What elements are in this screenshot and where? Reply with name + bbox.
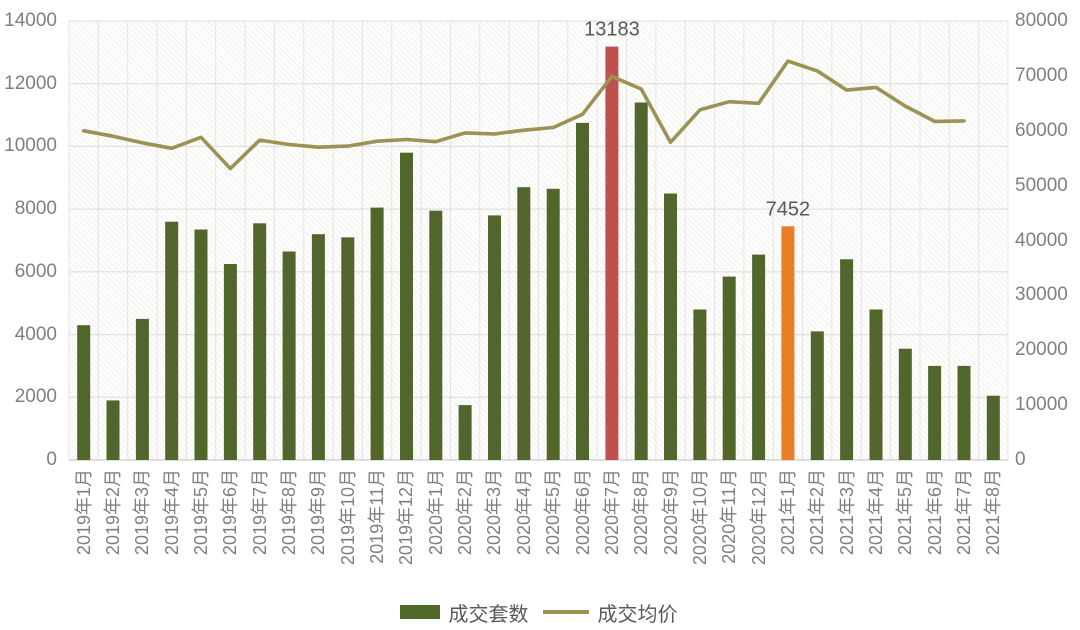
bar-2020年11月	[722, 276, 736, 460]
bar-2021年4月	[869, 309, 883, 460]
bar-2021年7月	[957, 365, 971, 460]
x-tick-2020年3月: 2020年3月	[484, 469, 505, 556]
bar-2020年6月	[576, 122, 589, 461]
legend-label-bars: 成交套数	[448, 603, 529, 626]
y-tick-left-8000: 8000	[14, 198, 57, 220]
x-tick-2019年3月: 2019年3月	[132, 469, 153, 556]
highlight-bar-2021年1月	[781, 226, 795, 460]
x-tick-2019年7月: 2019年7月	[249, 469, 270, 556]
bar-2021年8月	[986, 395, 1000, 460]
bar-2020年8月	[634, 102, 648, 460]
x-tick-2019年4月: 2019年4月	[161, 469, 182, 556]
highlight-bar-2020年7月	[605, 46, 619, 460]
bar-2019年12月	[400, 152, 413, 460]
legend-bar-swatch-icon	[399, 605, 440, 619]
bar-2021年2月	[810, 331, 824, 460]
y-tick-right-40000: 40000	[1015, 229, 1068, 251]
bar-2019年11月	[370, 207, 384, 460]
y-tick-left-12000: 12000	[4, 72, 57, 94]
x-tick-2021年2月: 2021年2月	[807, 469, 828, 556]
y-tick-left-0: 0	[46, 449, 57, 470]
bar-value-label: 7452	[766, 198, 811, 220]
y-tick-right-70000: 70000	[1015, 64, 1068, 86]
x-tick-2020年5月: 2020年5月	[543, 469, 564, 556]
x-tick-2020年1月: 2020年1月	[425, 469, 446, 556]
y-tick-left-10000: 10000	[4, 135, 57, 157]
bar-2020年5月	[546, 188, 560, 461]
x-tick-2021年5月: 2021年5月	[895, 469, 916, 556]
x-tick-2020年8月: 2020年8月	[631, 469, 652, 556]
legend-line-swatch-icon	[542, 610, 589, 614]
bar-2020年10月	[693, 309, 707, 460]
x-tick-2020年10月: 2020年10月	[689, 469, 710, 566]
bar-value-label: 13183	[584, 19, 640, 41]
bar-2019年3月	[135, 318, 149, 460]
x-tick-2021年1月: 2021年1月	[777, 469, 798, 556]
x-tick-2021年6月: 2021年6月	[924, 469, 945, 556]
x-tick-2020年12月: 2020年12月	[748, 469, 769, 566]
bar-2020年12月	[752, 254, 766, 460]
bar-2021年6月	[928, 365, 942, 460]
x-tick-2020年9月: 2020年9月	[660, 469, 681, 556]
x-tick-2020年7月: 2020年7月	[601, 469, 622, 556]
bar-2019年9月	[311, 234, 325, 460]
y-axis-right: 0 10000 20000 30000 40000 50000 60000 70000 8000…	[1015, 0, 1080, 480]
y-tick-right-20000: 20000	[1015, 339, 1068, 361]
bar-2019年10月	[341, 237, 355, 460]
legend: 成交套数 成交均价	[69, 599, 1008, 626]
x-tick-2021年8月: 2021年8月	[983, 469, 1004, 556]
bar-2020年9月	[664, 193, 677, 460]
y-tick-right-80000: 80000	[1015, 10, 1068, 31]
bar-2019年7月	[253, 223, 267, 460]
y-tick-right-0: 0	[1015, 449, 1026, 470]
x-tick-2019年6月: 2019年6月	[220, 469, 241, 556]
bar-2019年2月	[106, 400, 120, 460]
x-tick-2020年4月: 2020年4月	[513, 469, 534, 556]
bar-2020年2月	[458, 405, 472, 460]
y-tick-right-10000: 10000	[1015, 394, 1068, 416]
bar-2021年5月	[898, 348, 912, 460]
legend-label-line: 成交均价	[597, 603, 678, 626]
x-tick-2019年8月: 2019年8月	[279, 469, 300, 556]
x-tick-2021年7月: 2021年7月	[953, 469, 974, 556]
x-tick-2019年10月: 2019年10月	[337, 469, 358, 566]
x-tick-2020年2月: 2020年2月	[455, 469, 476, 556]
bar-2021年3月	[840, 259, 854, 460]
x-tick-2019年2月: 2019年2月	[103, 469, 124, 556]
y-tick-left-2000: 2000	[14, 386, 57, 408]
x-tick-2019年12月: 2019年12月	[396, 469, 417, 566]
bar-2020年3月	[488, 215, 501, 460]
x-tick-2019年1月: 2019年1月	[73, 469, 94, 556]
y-axis-left: 0 2000 4000 6000 8000 10000 12000 14000	[0, 0, 57, 480]
bar-2019年1月	[77, 325, 91, 460]
bar-2020年1月	[429, 210, 443, 460]
x-tick-2019年5月: 2019年5月	[191, 469, 212, 556]
y-tick-right-30000: 30000	[1015, 284, 1068, 306]
y-tick-right-60000: 60000	[1015, 119, 1068, 141]
bar-2020年4月	[517, 187, 531, 460]
bar-2019年8月	[282, 251, 296, 460]
x-tick-2021年3月: 2021年3月	[836, 469, 857, 556]
price-line	[81, 59, 966, 171]
y-tick-left-14000: 14000	[4, 10, 57, 31]
x-tick-2020年11月: 2020年11月	[719, 469, 740, 564]
bar-2019年4月	[165, 221, 179, 460]
x-tick-2019年9月: 2019年9月	[308, 469, 329, 556]
x-tick-2021年4月: 2021年4月	[865, 469, 886, 556]
bar-2019年5月	[194, 229, 208, 460]
x-tick-2019年11月: 2019年11月	[367, 469, 388, 564]
x-tick-2020年6月: 2020年6月	[572, 469, 593, 556]
y-tick-left-4000: 4000	[14, 323, 57, 345]
bar-2019年6月	[223, 264, 237, 460]
y-tick-right-50000: 50000	[1015, 174, 1068, 196]
y-tick-left-6000: 6000	[14, 260, 57, 282]
